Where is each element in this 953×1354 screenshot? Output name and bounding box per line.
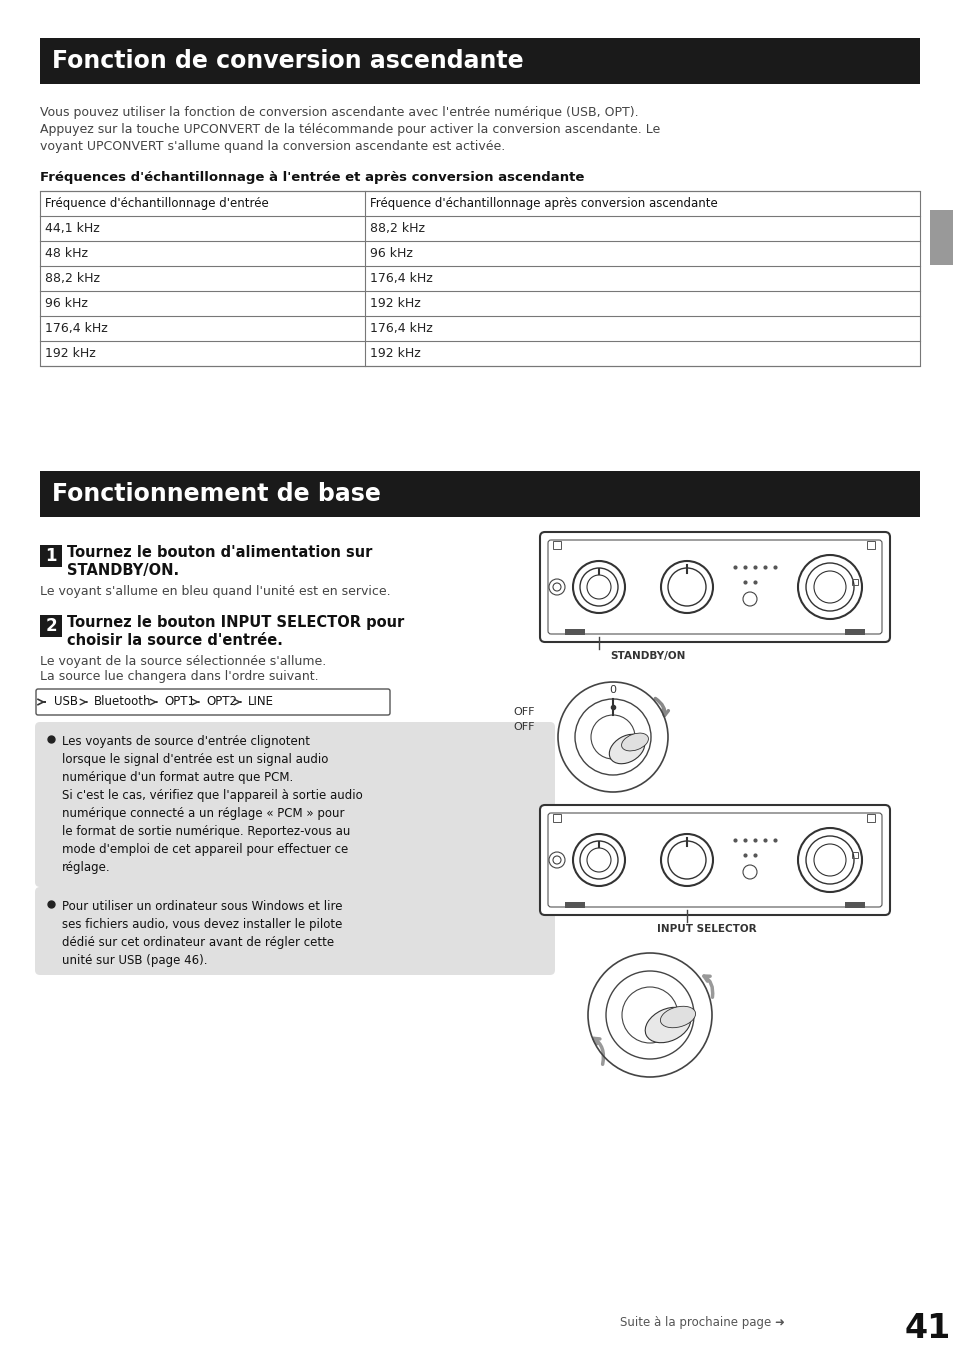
Text: 176,4 kHz: 176,4 kHz: [370, 322, 433, 334]
Text: STANDBY/ON.: STANDBY/ON.: [67, 563, 179, 578]
Text: 44,1 kHz: 44,1 kHz: [45, 222, 100, 236]
Ellipse shape: [621, 733, 648, 751]
Text: Le voyant s'allume en bleu quand l'unité est en service.: Le voyant s'allume en bleu quand l'unité…: [40, 585, 390, 598]
FancyBboxPatch shape: [35, 722, 555, 887]
Text: Appuyez sur la touche UPCONVERT de la télécommande pour activer la conversion as: Appuyez sur la touche UPCONVERT de la té…: [40, 123, 659, 135]
Text: La source lue changera dans l'ordre suivant.: La source lue changera dans l'ordre suiv…: [40, 670, 318, 682]
Text: Bluetooth: Bluetooth: [94, 696, 152, 708]
Ellipse shape: [609, 734, 644, 764]
Text: 176,4 kHz: 176,4 kHz: [45, 322, 108, 334]
Text: Tournez le bouton d'alimentation sur: Tournez le bouton d'alimentation sur: [67, 546, 372, 561]
Bar: [40, 615, 62, 636]
Text: 96 kHz: 96 kHz: [370, 246, 413, 260]
Text: USB: USB: [54, 696, 78, 708]
FancyBboxPatch shape: [35, 887, 555, 975]
Text: 48 kHz: 48 kHz: [45, 246, 88, 260]
Bar: [851, 852, 857, 858]
Text: choisir la source d'entrée.: choisir la source d'entrée.: [67, 634, 283, 649]
Text: Fonction de conversion ascendante: Fonction de conversion ascendante: [52, 49, 523, 73]
Bar: [40, 191, 919, 366]
Text: 192 kHz: 192 kHz: [370, 347, 420, 360]
Text: Le voyant de la source sélectionnée s'allume.: Le voyant de la source sélectionnée s'al…: [40, 655, 326, 668]
Bar: [40, 38, 919, 84]
Bar: [564, 630, 584, 635]
Text: STANDBY/ON: STANDBY/ON: [609, 651, 684, 661]
Bar: [564, 902, 584, 909]
FancyBboxPatch shape: [539, 806, 889, 915]
Text: 2: 2: [45, 617, 57, 635]
Text: OPT2: OPT2: [206, 696, 236, 708]
FancyBboxPatch shape: [36, 689, 390, 715]
Text: 176,4 kHz: 176,4 kHz: [370, 272, 433, 284]
Text: Pour utiliser un ordinateur sous Windows et lire
ses fichiers audio, vous devez : Pour utiliser un ordinateur sous Windows…: [62, 900, 342, 967]
Text: 88,2 kHz: 88,2 kHz: [45, 272, 100, 284]
Text: Tournez le bouton INPUT SELECTOR pour: Tournez le bouton INPUT SELECTOR pour: [67, 615, 404, 630]
Bar: [553, 542, 560, 548]
Text: OFF: OFF: [513, 722, 535, 733]
Text: Fréquence d'échantillonnage après conversion ascendante: Fréquence d'échantillonnage après conver…: [370, 196, 717, 210]
Text: Les voyants de source d'entrée clignotent
lorsque le signal d'entrée est un sign: Les voyants de source d'entrée clignoten…: [62, 735, 362, 873]
FancyBboxPatch shape: [539, 532, 889, 642]
Text: Vous pouvez utiliser la fonction de conversion ascendante avec l'entrée numériqu: Vous pouvez utiliser la fonction de conv…: [40, 106, 638, 119]
Text: Fréquences d'échantillonnage à l'entrée et après conversion ascendante: Fréquences d'échantillonnage à l'entrée …: [40, 171, 584, 184]
Bar: [866, 814, 874, 822]
Text: 192 kHz: 192 kHz: [370, 297, 420, 310]
Text: 96 kHz: 96 kHz: [45, 297, 88, 310]
Ellipse shape: [644, 1007, 690, 1043]
Text: 1: 1: [45, 547, 56, 565]
Text: OFF: OFF: [513, 707, 535, 718]
Bar: [844, 902, 864, 909]
Bar: [929, 210, 953, 265]
Bar: [866, 542, 874, 548]
Bar: [40, 471, 919, 517]
Text: voyant UPCONVERT s'allume quand la conversion ascendante est activée.: voyant UPCONVERT s'allume quand la conve…: [40, 139, 505, 153]
Text: Suite à la prochaine page ➜: Suite à la prochaine page ➜: [619, 1316, 784, 1330]
Text: Fréquence d'échantillonnage d'entrée: Fréquence d'échantillonnage d'entrée: [45, 196, 269, 210]
Bar: [851, 580, 857, 585]
Text: 88,2 kHz: 88,2 kHz: [370, 222, 424, 236]
Text: 192 kHz: 192 kHz: [45, 347, 95, 360]
Text: 0: 0: [609, 685, 616, 695]
Bar: [844, 630, 864, 635]
Text: Fonctionnement de base: Fonctionnement de base: [52, 482, 380, 506]
Text: OPT1: OPT1: [164, 696, 194, 708]
Bar: [553, 814, 560, 822]
Ellipse shape: [659, 1006, 695, 1028]
Text: LINE: LINE: [248, 696, 274, 708]
Text: INPUT SELECTOR: INPUT SELECTOR: [657, 923, 756, 934]
Text: 41: 41: [904, 1312, 950, 1345]
Bar: [40, 546, 62, 567]
